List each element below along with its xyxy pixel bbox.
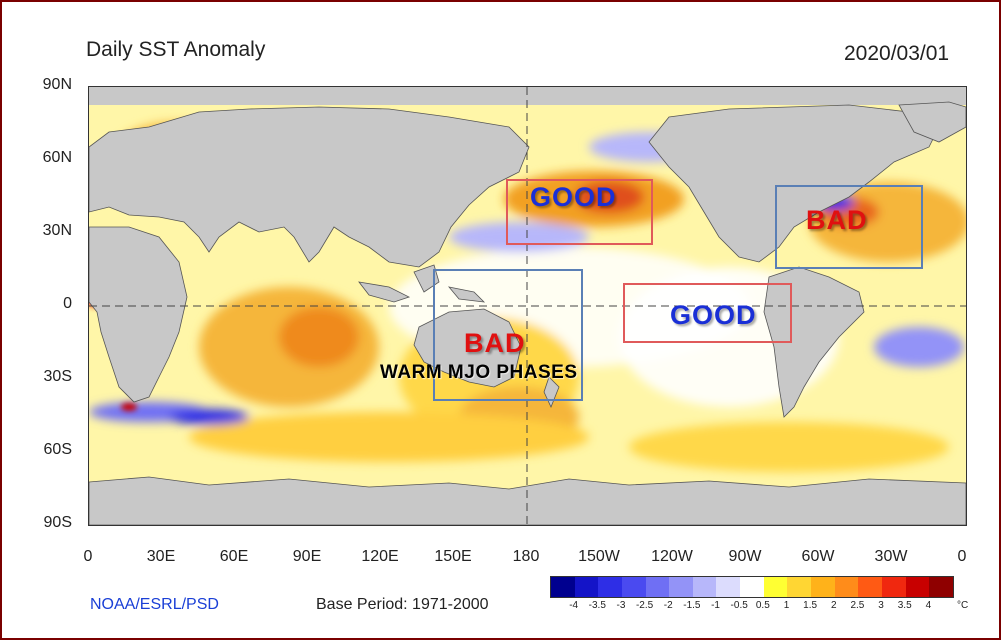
- anomaly-field: [89, 122, 966, 519]
- colorbar-cell: [716, 577, 741, 597]
- x-tick-label: 0: [83, 548, 93, 565]
- colorbar-cell: [598, 577, 622, 597]
- colorbar-tick-label: 1: [783, 600, 790, 611]
- base-period: Base Period: 1971-2000: [316, 596, 489, 613]
- y-tick-label: 30N: [42, 222, 72, 239]
- colorbar-tick-label: 4: [925, 600, 932, 611]
- colorbar-cell: [763, 577, 788, 597]
- land: [89, 101, 966, 525]
- colorbar-tick-label: -2.5: [635, 600, 654, 611]
- colorbar-cell: [740, 577, 764, 597]
- x-tick-label: 90W: [728, 548, 762, 565]
- colorbar-cell: [811, 577, 835, 597]
- colorbar-tick-label: -0.5: [730, 600, 748, 611]
- colorbar-tick-label: -3.5: [588, 600, 606, 611]
- bad-label-west-atlantic: BAD: [806, 205, 868, 235]
- colorbar-cell: [787, 577, 812, 597]
- bad-region-box-west-atlantic: [775, 185, 923, 269]
- chart-title: Daily SST Anomaly: [86, 38, 266, 61]
- colorbar-cell: [621, 577, 646, 597]
- colorbar-tick-label: -4: [569, 600, 579, 611]
- sst-anomaly-map: [88, 86, 967, 526]
- x-tick-label: 90E: [292, 548, 322, 565]
- colorbar-cell: [574, 577, 599, 597]
- colorbar-tick-label: -3: [616, 600, 626, 611]
- x-tick-label: 120W: [651, 548, 693, 565]
- x-tick-label: 120E: [361, 548, 399, 565]
- x-tick-label: 30W: [874, 548, 908, 565]
- colorbar-cell: [551, 577, 575, 597]
- colorbar-cell: [645, 577, 670, 597]
- colorbar-unit: °C: [957, 600, 969, 611]
- colorbar-tick-label: 1.5: [803, 600, 818, 611]
- good-region-box-east-pacific: [623, 283, 792, 343]
- bad-region-box-australia: [433, 269, 583, 401]
- warm-mjo-phases-label: WARM MJO PHASES: [380, 362, 578, 383]
- x-tick-label: 180: [512, 548, 540, 565]
- y-tick-label: 60S: [43, 441, 72, 458]
- colorbar-cell: [905, 577, 930, 597]
- x-tick-label: 30E: [146, 548, 176, 565]
- bad-label-australia: BAD: [464, 328, 526, 358]
- x-tick-label: 60E: [219, 548, 249, 565]
- map-svg: [89, 87, 966, 525]
- colorbar-tick-label: 0.5: [755, 600, 770, 611]
- colorbar-cell: [881, 577, 906, 597]
- y-tick-label: 0: [63, 295, 72, 312]
- colorbar-tick-label: -2: [663, 600, 673, 611]
- colorbar-tick-label: 2.5: [850, 600, 865, 611]
- good-label-east-pacific: GOOD: [670, 300, 757, 330]
- colorbar-cell: [692, 577, 717, 597]
- good-label-north-pacific: GOOD: [530, 182, 617, 212]
- x-tick-label: 0: [957, 548, 967, 565]
- x-tick-label: 150W: [578, 548, 620, 565]
- colorbar: [550, 576, 954, 598]
- colorbar-tick-label: -1.5: [683, 600, 701, 611]
- colorbar-cell: [834, 577, 859, 597]
- colorbar-cell: [669, 577, 693, 597]
- x-tick-label: 60W: [801, 548, 835, 565]
- good-region-box-north-pacific: [506, 179, 653, 245]
- y-tick-label: 30S: [43, 368, 72, 385]
- colorbar-tick-label: -1: [711, 600, 720, 611]
- y-tick-label: 60N: [42, 149, 72, 166]
- colorbar-tick-label: 3: [878, 600, 884, 611]
- x-tick-label: 150E: [434, 548, 472, 565]
- colorbar-tick-label: 2: [830, 600, 837, 611]
- source-credit: NOAA/ESRL/PSD: [90, 596, 219, 613]
- y-tick-label: 90S: [43, 514, 72, 531]
- y-tick-label: 90N: [42, 76, 72, 93]
- colorbar-cell: [858, 577, 882, 597]
- chart-date: 2020/03/01: [844, 42, 950, 65]
- colorbar-tick-label: 3.5: [897, 600, 912, 611]
- colorbar-cell: [929, 577, 953, 597]
